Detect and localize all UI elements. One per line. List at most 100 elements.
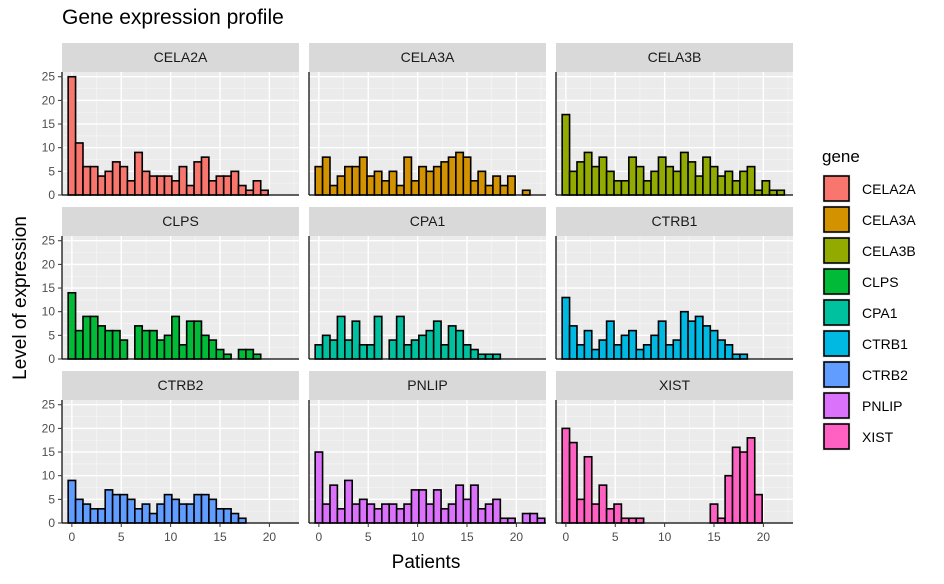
bar	[200, 493, 210, 524]
bar	[67, 291, 77, 360]
bar	[583, 455, 593, 524]
bar	[252, 180, 262, 196]
bar	[521, 189, 531, 196]
legend-label: CLPS	[862, 274, 899, 290]
bar	[598, 484, 608, 524]
bar	[739, 170, 749, 196]
chart-title: Gene expression profile	[62, 6, 284, 29]
bar	[447, 325, 457, 360]
legend-swatch	[823, 299, 850, 326]
bar	[321, 334, 331, 360]
bar	[222, 175, 232, 196]
bar	[200, 156, 210, 196]
bar	[665, 344, 675, 360]
legend-swatch	[823, 206, 850, 233]
bar	[215, 175, 225, 196]
legend-swatch	[823, 423, 850, 450]
bar	[215, 348, 225, 360]
bar	[89, 508, 99, 524]
bar	[613, 503, 623, 524]
bar	[635, 165, 645, 196]
y-tick-label: 15	[42, 117, 56, 131]
panel-background	[62, 400, 299, 523]
legend-title: gene	[822, 147, 860, 166]
bar	[230, 170, 240, 196]
legend-item-cela3a: CELA3A	[822, 205, 916, 234]
bar	[499, 517, 509, 524]
y-tick-label: 20	[42, 93, 56, 107]
bar	[694, 175, 704, 196]
bar	[462, 498, 472, 524]
bar	[679, 310, 689, 360]
bar	[111, 161, 121, 196]
panel-background	[556, 236, 793, 359]
bar	[366, 344, 376, 360]
bar	[768, 189, 778, 196]
bar	[67, 75, 77, 196]
facet-panel-pnlip: PNLIP 0 5 10 15 20	[308, 371, 546, 544]
y-tick-label: 5	[48, 328, 55, 342]
bar	[739, 451, 749, 524]
bar	[410, 180, 420, 196]
bar	[716, 517, 726, 524]
bar	[230, 512, 240, 524]
x-tick-label: 0	[69, 530, 76, 544]
y-tick-label: 10	[42, 469, 56, 483]
bar	[620, 180, 630, 196]
legend-swatch	[823, 361, 850, 388]
bar	[358, 498, 368, 524]
facet-strip	[556, 43, 793, 72]
bar	[521, 512, 531, 524]
x-tick-label: 0	[563, 530, 570, 544]
bar	[432, 165, 442, 196]
bar	[598, 156, 608, 196]
bar	[336, 175, 346, 196]
bar	[111, 329, 121, 360]
bar	[351, 165, 361, 196]
bar	[642, 180, 652, 196]
bar	[724, 170, 734, 196]
bar	[687, 161, 697, 196]
bar	[665, 165, 675, 196]
x-tick-label: 10	[164, 530, 178, 544]
bar	[193, 493, 203, 524]
bar	[605, 508, 615, 524]
legend-label: CELA3B	[862, 243, 916, 259]
legend-label: CELA3A	[862, 212, 916, 228]
facet-strip	[309, 207, 546, 236]
bar	[119, 339, 129, 360]
bar	[314, 344, 324, 360]
bar	[141, 503, 151, 524]
legend-label: XIST	[862, 429, 894, 445]
bar	[672, 170, 682, 196]
bar	[492, 175, 502, 196]
facet-strip	[556, 207, 793, 236]
y-tick-label: 5	[48, 492, 55, 506]
legend-item-ctrb1: CTRB1	[822, 329, 908, 358]
bar	[403, 503, 413, 524]
bar	[366, 503, 376, 524]
bar	[410, 339, 420, 360]
bar	[336, 315, 346, 360]
legend-swatch	[823, 330, 850, 357]
bar	[561, 113, 571, 196]
bar	[373, 315, 383, 360]
bar	[432, 489, 442, 524]
bar	[74, 142, 84, 196]
bar	[395, 508, 405, 524]
facet-strip-label: XIST	[659, 377, 691, 393]
bar	[185, 320, 195, 360]
bar	[469, 180, 479, 196]
bar	[373, 170, 383, 196]
bar	[746, 437, 756, 524]
y-tick-label: 0	[48, 188, 55, 202]
x-tick-label: 15	[460, 530, 474, 544]
bar	[104, 489, 114, 524]
bar	[358, 156, 368, 196]
bar	[82, 165, 92, 196]
bar	[74, 329, 84, 360]
bar	[237, 517, 247, 524]
bar	[178, 503, 188, 524]
bar	[561, 427, 571, 524]
